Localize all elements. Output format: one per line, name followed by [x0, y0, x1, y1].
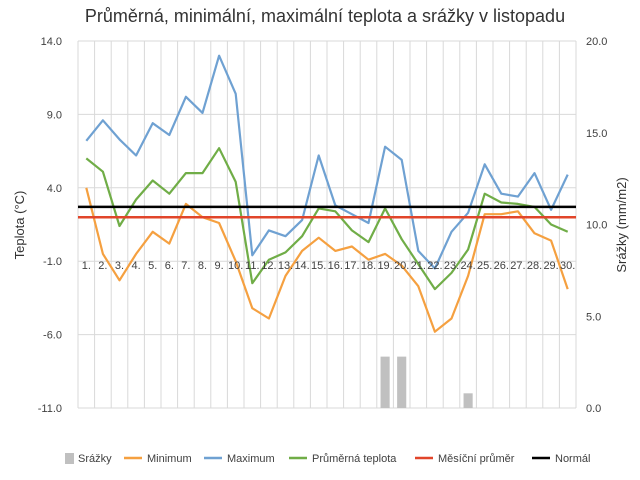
- y2-tick-label: 10.0: [586, 220, 607, 232]
- x-axis-ticks: 1. 2. 3. 4. 5. 6. 7. 8. 9. 10. 11. 12. 13. 14. 15. 16. 1…: [82, 260, 576, 272]
- legend-item: Měsíční průměr: [415, 453, 515, 465]
- legend-label: Srážky: [78, 453, 112, 465]
- y2-tick-label: 0.0: [586, 403, 601, 415]
- x-tick-label: 27.: [510, 260, 525, 272]
- legend-swatch: [65, 453, 74, 464]
- chart-title: Průměrná, minimální, maximální teplota a…: [85, 6, 565, 26]
- precipitation-bar: [397, 356, 407, 408]
- y-tick-label: 14.0: [41, 36, 62, 48]
- legend: Srážky Minimum Maximum Průměrná teplota Měsí…: [65, 453, 590, 465]
- x-tick-label: 14.: [294, 260, 309, 272]
- x-tick-label: 15.: [311, 260, 326, 272]
- precipitation-bar: [380, 356, 390, 408]
- series-line-průměrná-teplota: [85, 147, 569, 291]
- y-axis-title: Teplota (°C): [12, 191, 27, 260]
- y2-axis-ticks: 20.0 15.0 10.0 5.0 0.0: [586, 36, 607, 415]
- x-tick-label: 24.: [460, 260, 475, 272]
- x-tick-label: 12.: [261, 260, 276, 272]
- x-tick-label: 4.: [132, 260, 141, 272]
- y2-axis-title: Srážky (mm/m2): [614, 177, 629, 272]
- series-line-maximum: [85, 54, 569, 270]
- legend-label: Měsíční průměr: [438, 453, 515, 465]
- x-tick-label: 7.: [181, 260, 190, 272]
- x-tick-label: 9.: [215, 260, 224, 272]
- y2-tick-label: 20.0: [586, 36, 607, 48]
- x-tick-label: 5.: [148, 260, 157, 272]
- y-tick-label: 4.0: [47, 183, 62, 195]
- y-tick-label: 9.0: [47, 109, 62, 121]
- legend-item: Maximum: [204, 453, 275, 465]
- legend-item: Minimum: [124, 453, 192, 465]
- x-tick-label: 26.: [494, 260, 509, 272]
- gridlines: [77, 40, 577, 409]
- bars: [380, 356, 473, 408]
- x-tick-label: 16.: [328, 260, 343, 272]
- x-tick-label: 2.: [98, 260, 107, 272]
- legend-label: Minimum: [147, 453, 192, 465]
- y-tick-label: -1.0: [43, 256, 62, 268]
- series-lines: [78, 54, 576, 333]
- y-tick-label: -6.0: [43, 330, 62, 342]
- legend-label: Průměrná teplota: [312, 453, 397, 465]
- series-line-minimum: [85, 187, 569, 333]
- x-tick-label: 6.: [165, 260, 174, 272]
- x-tick-label: 20.: [394, 260, 409, 272]
- x-tick-label: 8.: [198, 260, 207, 272]
- x-tick-label: 29.: [543, 260, 558, 272]
- x-tick-label: 28.: [527, 260, 542, 272]
- x-tick-label: 3.: [115, 260, 124, 272]
- x-tick-label: 1.: [82, 260, 91, 272]
- y2-tick-label: 15.0: [586, 128, 607, 140]
- legend-label: Maximum: [227, 453, 275, 465]
- legend-item: Srážky: [65, 453, 112, 465]
- x-tick-label: 19.: [377, 260, 392, 272]
- legend-item: Normál: [532, 453, 590, 465]
- x-tick-label: 25.: [477, 260, 492, 272]
- x-tick-label: 10.: [228, 260, 243, 272]
- x-tick-label: 17.: [344, 260, 359, 272]
- x-tick-label: 23.: [444, 260, 459, 272]
- legend-item: Průměrná teplota: [289, 453, 397, 465]
- precipitation-bar: [463, 393, 473, 408]
- x-tick-label: 18.: [361, 260, 376, 272]
- legend-label: Normál: [555, 453, 590, 465]
- x-tick-label: 22.: [427, 260, 442, 272]
- y-axis-ticks: 14.0 9.0 4.0 -1.0 -6.0 -11.0: [38, 36, 62, 415]
- x-tick-label: 30.: [560, 260, 575, 272]
- y-tick-label: -11.0: [38, 403, 62, 415]
- x-tick-label: 13.: [278, 260, 293, 272]
- x-tick-label: 11.: [245, 260, 259, 272]
- x-tick-label: 21.: [411, 260, 426, 272]
- y2-tick-label: 5.0: [586, 311, 601, 323]
